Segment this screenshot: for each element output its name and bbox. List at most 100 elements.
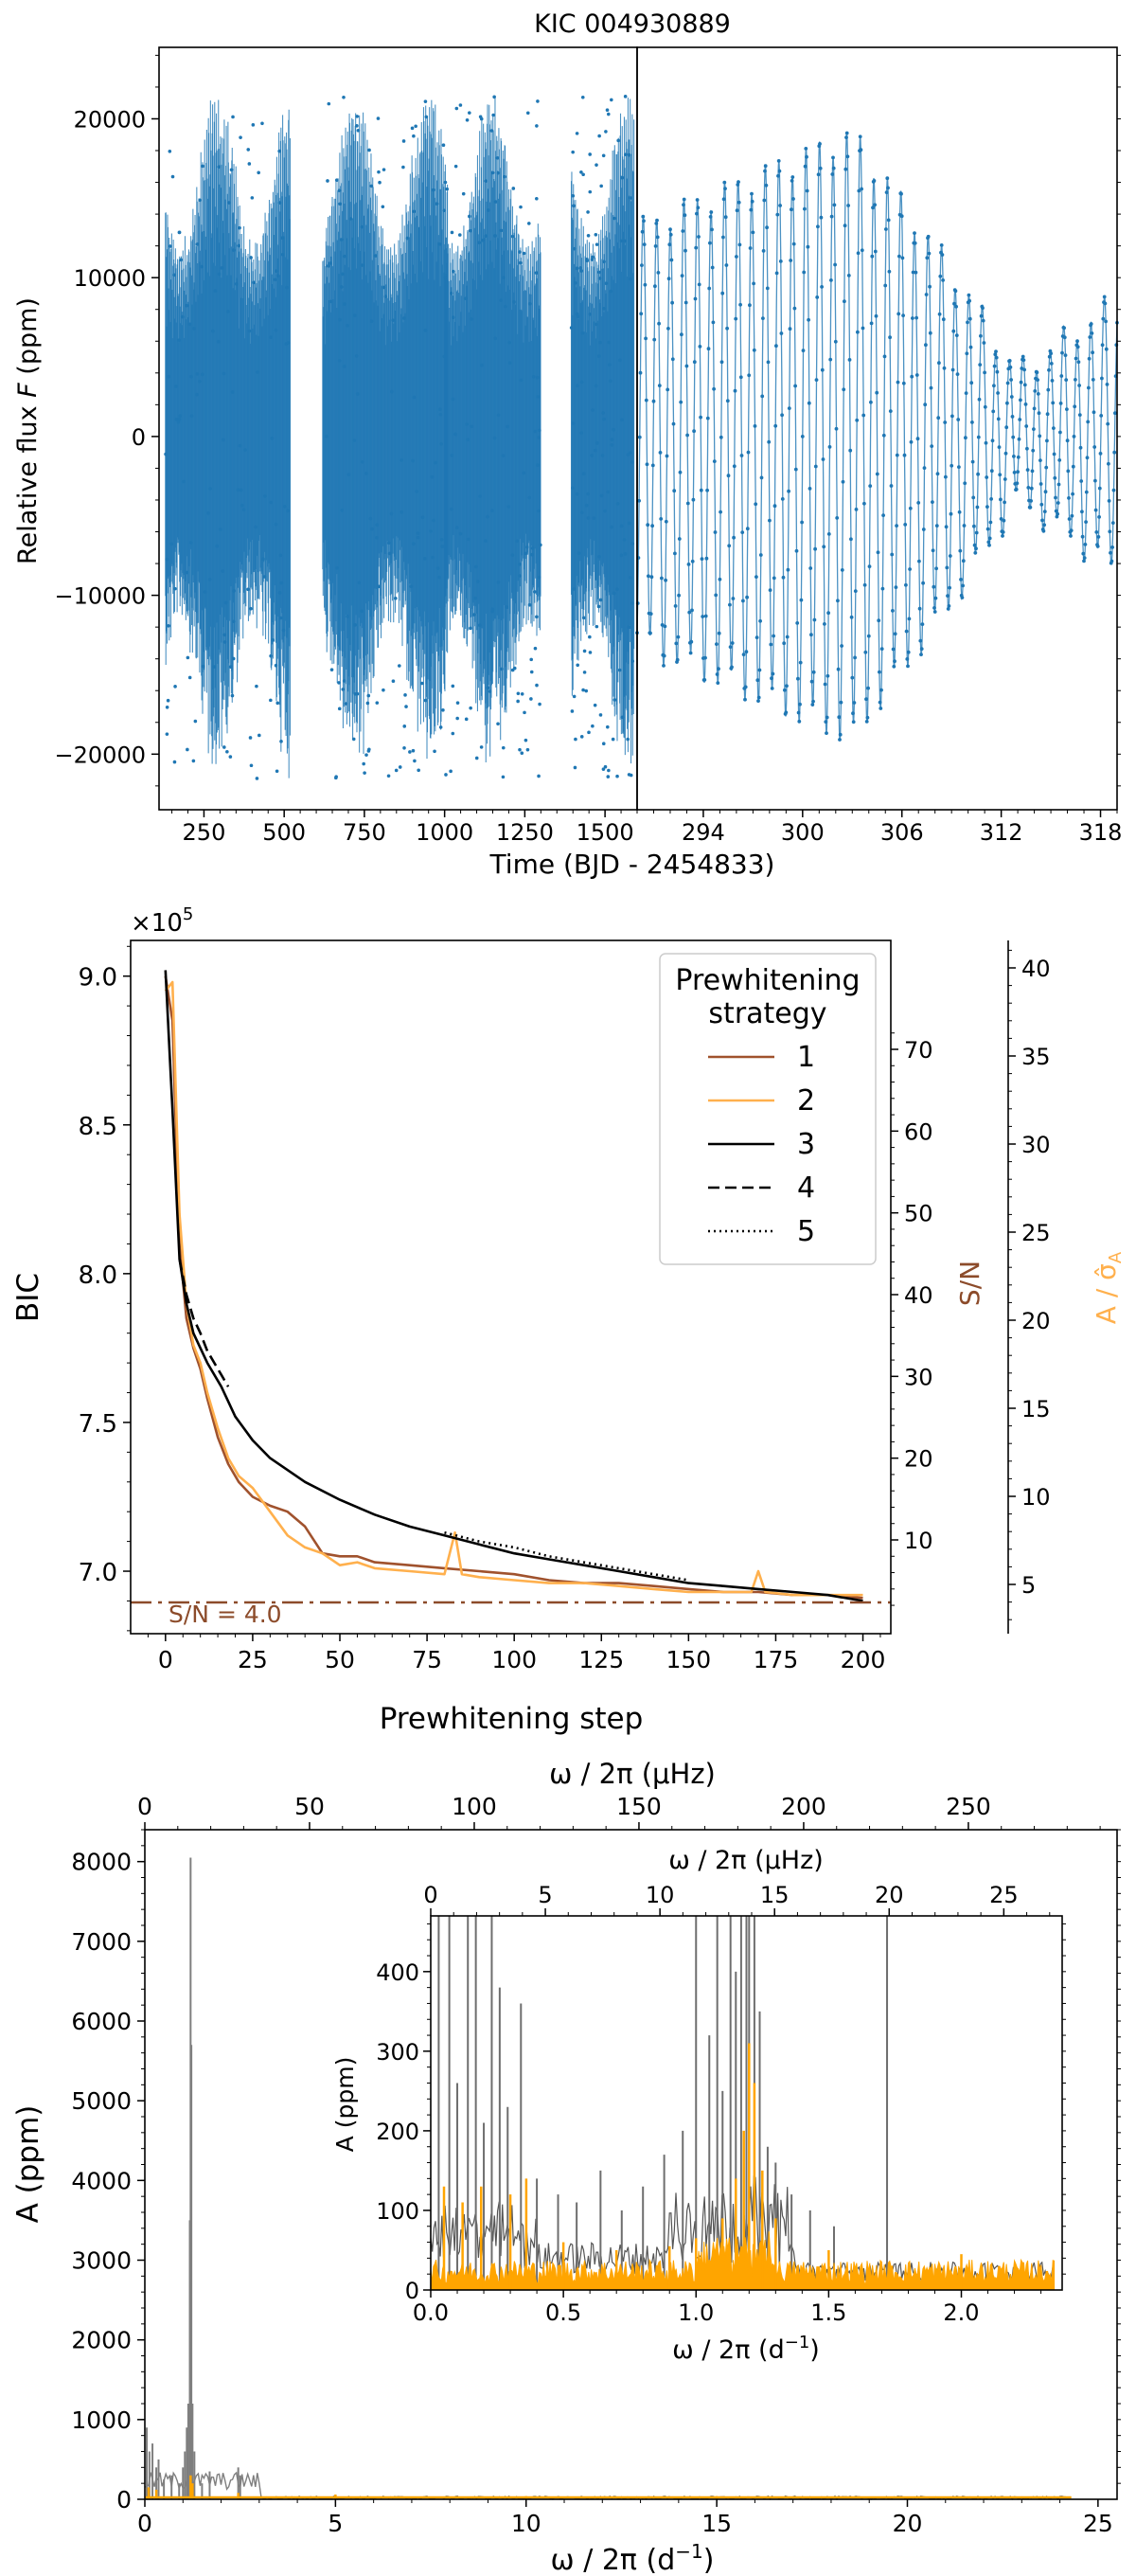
flux-point [238,443,242,448]
flux-point [382,285,386,290]
flux-point [354,354,359,358]
flux-point [391,679,396,684]
flux-point [958,548,963,553]
flux-point [435,202,439,206]
flux-point [271,638,275,642]
flux-point [222,371,226,376]
flux-point [412,395,417,400]
flux-point [670,300,674,305]
flux-point [470,317,474,321]
flux-point [466,438,470,442]
flux-point [603,509,607,513]
flux-point [761,316,765,320]
flux-point [770,676,773,681]
flux-point [409,584,414,589]
flux-point [367,148,371,152]
flux-point [679,400,683,404]
flux-point [773,423,778,428]
flux-point [344,702,348,706]
flux-point [601,153,606,158]
x-tick-label: 294 [682,819,725,846]
flux-point [791,197,795,201]
flux-point [465,117,470,122]
flux-point [627,152,631,157]
flux-point [951,329,956,333]
flux-point [165,732,169,736]
flux-point [895,453,899,457]
x-tick-label: 25 [238,1646,268,1673]
flux-point [203,590,207,594]
flux-point [328,261,332,265]
inset-y-tick-label: 400 [376,1959,419,1986]
flux-point [699,415,702,420]
flux-point [237,243,240,248]
flux-point [708,241,712,245]
flux-point [487,208,490,212]
flux-point [588,189,593,194]
flux-point [410,126,415,131]
flux-point [255,777,259,780]
flux-point [280,252,285,257]
flux-point [666,387,670,392]
flux-point [637,435,642,439]
flux-point [867,564,872,568]
flux-point [615,774,619,778]
flux-point [823,622,826,626]
flux-point [220,266,224,270]
flux-point [581,472,586,475]
flux-point [599,493,604,498]
flux-point [899,191,903,196]
flux-point [764,183,769,188]
flux-point [831,155,835,160]
y-tick-label: 5000 [71,2087,132,2115]
legend-entries: 1 2 3 4 5 [708,1041,815,1248]
flux-point [502,276,506,279]
flux-point [1005,381,1010,385]
flux-point [520,691,524,696]
flux-point [270,437,275,440]
flux-point [239,135,242,139]
flux-point [1091,378,1095,382]
flux-point [518,260,523,265]
flux-point [733,388,737,393]
flux-point [415,490,418,493]
flux-point [247,329,252,333]
flux-point [527,603,532,607]
flux-point [281,628,286,633]
flux-point [889,484,894,488]
flux-point [837,715,842,720]
flux-point [904,582,908,587]
flux-point [1001,534,1004,538]
flux-point [827,445,832,449]
flux-point [492,436,497,440]
flux-point [389,511,394,516]
flux-point [886,218,891,223]
flux-point [654,222,659,225]
sn-tick-label: 30 [904,1364,933,1390]
flux-point [275,701,280,706]
flux-point [1038,482,1043,486]
flux-point [240,503,244,508]
flux-point [840,644,843,648]
inset-y-tick-label: 0 [405,2278,419,2304]
flux-point [1081,551,1086,556]
flux-point [591,408,595,412]
flux-point [182,479,186,484]
amp-axis-ticks: 5 10 15 20 25 30 35 40 [1008,949,1051,1620]
flux-point [947,604,951,608]
bic-y-ticks: 7.0 7.5 8.0 8.5 9.0 [79,945,131,1632]
flux-point [788,327,792,331]
flux-point [512,666,517,671]
flux-point [641,214,646,219]
flux-point [683,248,687,253]
flux-point [601,767,606,771]
flux-point [864,720,869,724]
flux-point [402,745,406,750]
flux-point [360,460,364,464]
flux-point [572,694,577,699]
flux-point [650,463,655,468]
flux-point [726,474,731,478]
y-tick-label: 8.0 [79,1261,117,1290]
flux-point [598,598,603,602]
flux-point [1031,448,1036,453]
